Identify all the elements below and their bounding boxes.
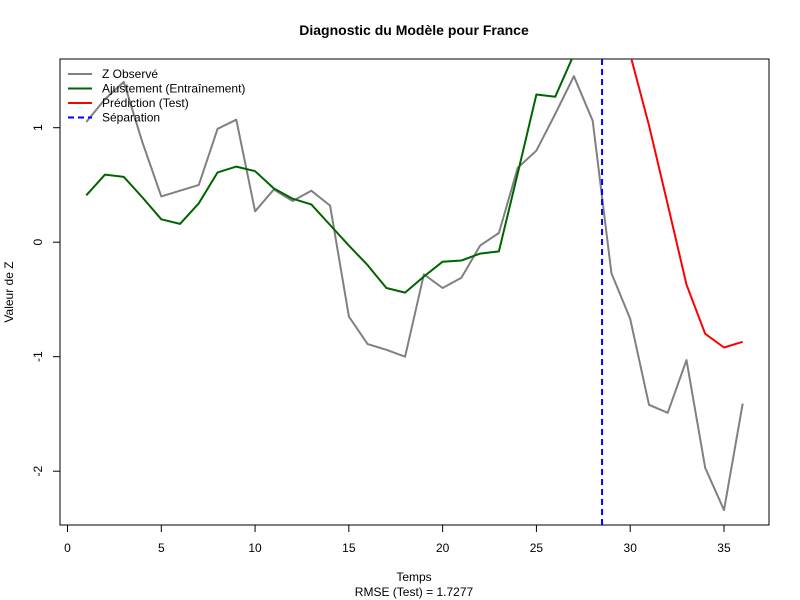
series-prediction-line xyxy=(630,59,743,349)
y-tick-label: 0 xyxy=(31,239,45,246)
x-tick-label: 0 xyxy=(64,541,71,555)
y-tick-label: 1 xyxy=(31,124,45,131)
x-tick-label: 5 xyxy=(158,541,165,555)
y-axis: -2 -1 0 1 xyxy=(31,124,61,477)
x-axis-label: Temps xyxy=(396,570,431,584)
x-tick-label: 25 xyxy=(530,541,544,555)
y-axis-label: Valeur de Z xyxy=(2,261,16,322)
x-tick-label: 10 xyxy=(248,541,262,555)
series-fit-line xyxy=(85,59,573,294)
x-tick-label: 20 xyxy=(436,541,450,555)
chart-title: Diagnostic du Modèle pour France xyxy=(299,22,529,38)
x-tick-label: 35 xyxy=(717,541,731,555)
x-tick-label: 30 xyxy=(624,541,638,555)
legend-label: Ajustement (Entraînement) xyxy=(102,82,245,96)
plot-frame xyxy=(59,58,770,526)
legend-label: Z Observé xyxy=(102,67,158,81)
chart-subtitle: RMSE (Test) = 1.7277 xyxy=(355,585,474,599)
legend-label: Prédiction (Test) xyxy=(102,96,189,110)
legend-label: Séparation xyxy=(102,111,160,125)
series-observed-line xyxy=(85,75,744,512)
y-tick-label: -2 xyxy=(31,466,45,477)
y-tick-label: -1 xyxy=(31,351,45,362)
plot-area xyxy=(85,59,744,525)
x-axis: 0 5 10 15 20 25 30 35 xyxy=(64,524,731,555)
x-tick-label: 15 xyxy=(342,541,356,555)
